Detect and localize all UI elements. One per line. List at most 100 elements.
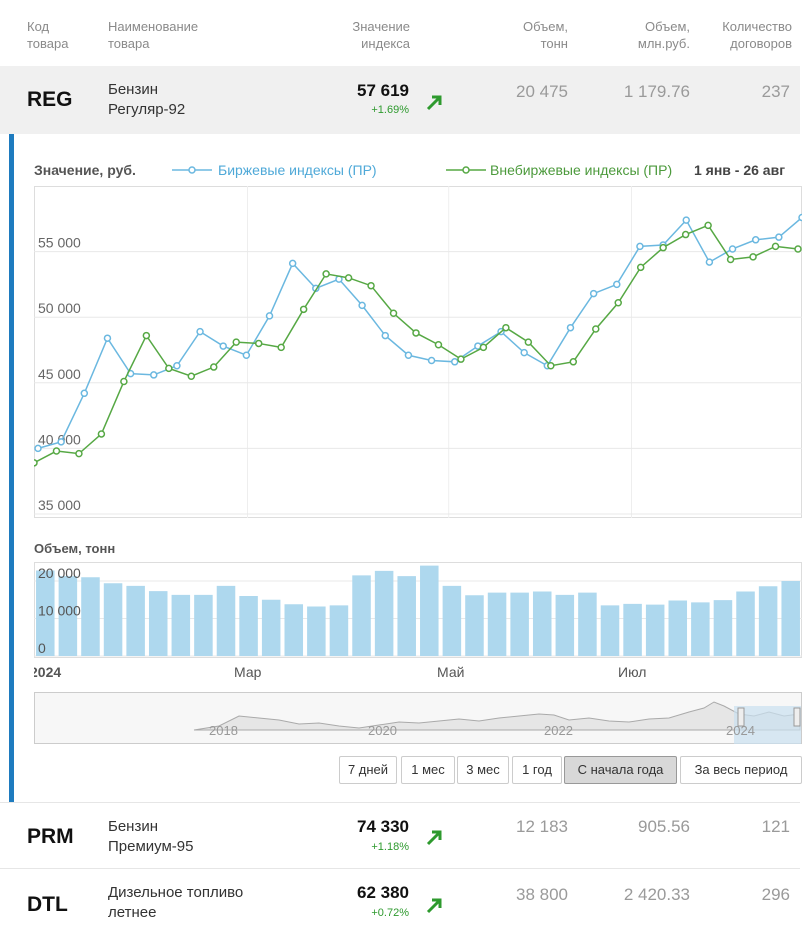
- data-point[interactable]: [547, 361, 555, 370]
- data-point[interactable]: [265, 312, 274, 320]
- data-point[interactable]: [450, 358, 459, 366]
- volume-bar[interactable]: [465, 595, 484, 656]
- data-point[interactable]: [103, 334, 112, 342]
- volume-bar[interactable]: [284, 604, 304, 656]
- data-point[interactable]: [367, 281, 375, 290]
- volume-bar[interactable]: [532, 591, 552, 657]
- data-point[interactable]: [344, 274, 353, 282]
- data-point[interactable]: [569, 358, 578, 366]
- data-point[interactable]: [636, 242, 644, 251]
- data-point[interactable]: [232, 338, 240, 346]
- data-point[interactable]: [659, 243, 667, 252]
- data-point[interactable]: [613, 280, 621, 289]
- volume-bar[interactable]: [36, 570, 55, 657]
- volume-bar[interactable]: [691, 602, 710, 656]
- volume-bar[interactable]: [307, 606, 326, 657]
- data-point[interactable]: [210, 363, 218, 371]
- volume-bar[interactable]: [126, 585, 145, 656]
- data-point[interactable]: [97, 430, 106, 438]
- range-1-year-button[interactable]: 1 год: [512, 756, 562, 784]
- data-point[interactable]: [771, 242, 780, 251]
- data-point[interactable]: [592, 325, 600, 333]
- volume-bar[interactable]: [736, 591, 755, 657]
- data-point[interactable]: [277, 343, 285, 352]
- data-point[interactable]: [728, 245, 737, 253]
- data-point[interactable]: [589, 289, 598, 298]
- data-point[interactable]: [682, 216, 690, 224]
- data-point[interactable]: [75, 449, 83, 458]
- data-point[interactable]: [187, 372, 196, 380]
- data-point[interactable]: [681, 230, 690, 239]
- data-point[interactable]: [502, 323, 510, 332]
- data-point[interactable]: [389, 309, 398, 318]
- data-point[interactable]: [322, 270, 330, 278]
- data-point[interactable]: [434, 341, 443, 349]
- volume-bar[interactable]: [487, 592, 507, 656]
- data-point[interactable]: [288, 259, 297, 268]
- data-point[interactable]: [751, 236, 760, 244]
- volume-bar[interactable]: [352, 575, 371, 656]
- volume-bar[interactable]: [171, 594, 191, 656]
- data-point[interactable]: [726, 255, 735, 264]
- volume-bar[interactable]: [442, 585, 462, 656]
- data-point[interactable]: [524, 338, 533, 346]
- volume-bar[interactable]: [239, 596, 258, 656]
- data-point[interactable]: [457, 355, 465, 363]
- range-ytd-button[interactable]: С начала года: [564, 756, 677, 784]
- data-point[interactable]: [142, 331, 151, 340]
- volume-bar[interactable]: [261, 599, 281, 656]
- volume-bar[interactable]: [148, 591, 168, 656]
- data-point[interactable]: [80, 389, 89, 398]
- volume-bar[interactable]: [510, 592, 529, 656]
- data-point[interactable]: [173, 361, 181, 370]
- volume-bar[interactable]: [216, 585, 236, 656]
- volume-bar[interactable]: [103, 583, 123, 656]
- volume-bar[interactable]: [645, 604, 665, 656]
- range-all-button[interactable]: За весь период: [680, 756, 802, 784]
- data-point[interactable]: [520, 348, 528, 357]
- data-point[interactable]: [794, 245, 802, 253]
- range-3-months-button[interactable]: 3 мес: [457, 756, 509, 784]
- data-point[interactable]: [34, 459, 38, 467]
- data-point[interactable]: [120, 377, 128, 386]
- volume-bar[interactable]: [668, 600, 688, 657]
- table-row[interactable]: PRM Бензин Премиум-95 74 330 +1.18% 12 18…: [0, 802, 800, 869]
- data-point[interactable]: [165, 364, 173, 373]
- data-point[interactable]: [52, 447, 61, 455]
- legend-exchange[interactable]: Биржевые индексы (ПР): [218, 162, 377, 178]
- volume-bar[interactable]: [420, 565, 439, 656]
- data-point[interactable]: [150, 371, 158, 379]
- data-point[interactable]: [404, 351, 413, 359]
- volume-bar[interactable]: [329, 605, 349, 656]
- data-point[interactable]: [705, 258, 714, 266]
- volume-bar[interactable]: [58, 576, 78, 656]
- data-point[interactable]: [219, 342, 227, 350]
- volume-bar-chart[interactable]: 0 10 000 20 000: [34, 562, 802, 658]
- data-point[interactable]: [775, 233, 783, 241]
- data-point[interactable]: [479, 343, 488, 352]
- range-7-days-button[interactable]: 7 дней: [339, 756, 397, 784]
- data-point[interactable]: [381, 331, 390, 340]
- navigator-handle-left[interactable]: [737, 707, 745, 727]
- data-point[interactable]: [254, 339, 263, 348]
- volume-bar[interactable]: [713, 600, 733, 656]
- data-point[interactable]: [704, 221, 712, 230]
- navigator-handle-right[interactable]: [793, 707, 801, 727]
- table-row[interactable]: REG Бензин Регуляр-92 57 619 +1.69% 20 47…: [0, 66, 800, 134]
- volume-bar[interactable]: [81, 577, 100, 656]
- volume-bar[interactable]: [758, 586, 778, 656]
- data-point[interactable]: [636, 263, 645, 272]
- data-point[interactable]: [34, 444, 42, 453]
- volume-bar[interactable]: [600, 605, 620, 656]
- navigator-selection[interactable]: [734, 706, 801, 744]
- data-point[interactable]: [57, 438, 65, 446]
- data-point[interactable]: [614, 299, 622, 307]
- data-point[interactable]: [798, 213, 802, 222]
- data-point[interactable]: [196, 327, 204, 336]
- volume-bar[interactable]: [397, 576, 416, 656]
- data-point[interactable]: [412, 329, 420, 337]
- volume-bar[interactable]: [578, 592, 597, 656]
- data-point[interactable]: [427, 356, 436, 365]
- data-point[interactable]: [566, 323, 575, 332]
